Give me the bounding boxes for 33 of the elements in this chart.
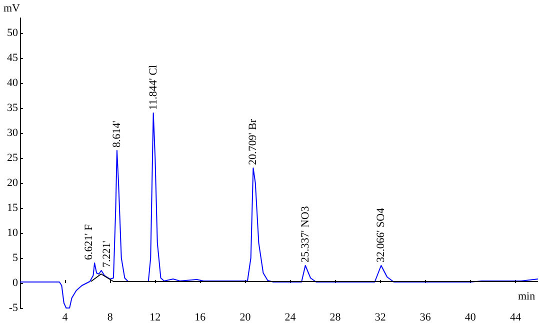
y-tick-label: 40: [7, 77, 18, 89]
y-tick-label: 50: [7, 27, 18, 39]
x-tick-label: 8: [107, 312, 114, 323]
y-tick-label: 25: [7, 152, 18, 164]
y-tick-label: 45: [7, 52, 18, 64]
y-tick-label: 15: [7, 202, 18, 214]
annotation: 8.614': [111, 120, 123, 148]
annotation: 32.066' SO4: [375, 207, 388, 262]
x-tick-label: 44: [510, 312, 522, 323]
y-tick-label: 30: [7, 127, 18, 139]
annotation: 6.621' F: [83, 224, 96, 260]
line-series: [20, 112, 538, 308]
annotation: 11.844' Cl: [147, 65, 160, 110]
annotation: 7.221': [100, 240, 113, 268]
x-tick-label: 12: [150, 312, 161, 323]
annotation: 20.709' Br: [247, 118, 260, 165]
y-tick-label: -5: [8, 302, 18, 314]
x-tick-label: 36: [420, 312, 432, 323]
y-tick-label: 0: [12, 277, 18, 289]
x-tick-label: 40: [464, 312, 476, 323]
y-tick-label: 10: [7, 227, 18, 239]
x-tick-label: 20: [240, 312, 252, 323]
x-axis-title: min: [518, 290, 536, 302]
annotation: 25.337' NO3: [299, 206, 312, 262]
x-tick-label: 4: [62, 312, 68, 323]
x-tick-label: 32: [374, 312, 386, 323]
y-tick-label: 35: [7, 102, 18, 114]
x-tick-label: 16: [194, 312, 206, 323]
y-axis-title: mV: [4, 2, 20, 14]
x-tick-label: 24: [284, 312, 296, 323]
x-tick-label: 28: [330, 312, 342, 323]
y-tick-label: 20: [7, 177, 18, 189]
y-tick-label: 5: [12, 252, 18, 264]
